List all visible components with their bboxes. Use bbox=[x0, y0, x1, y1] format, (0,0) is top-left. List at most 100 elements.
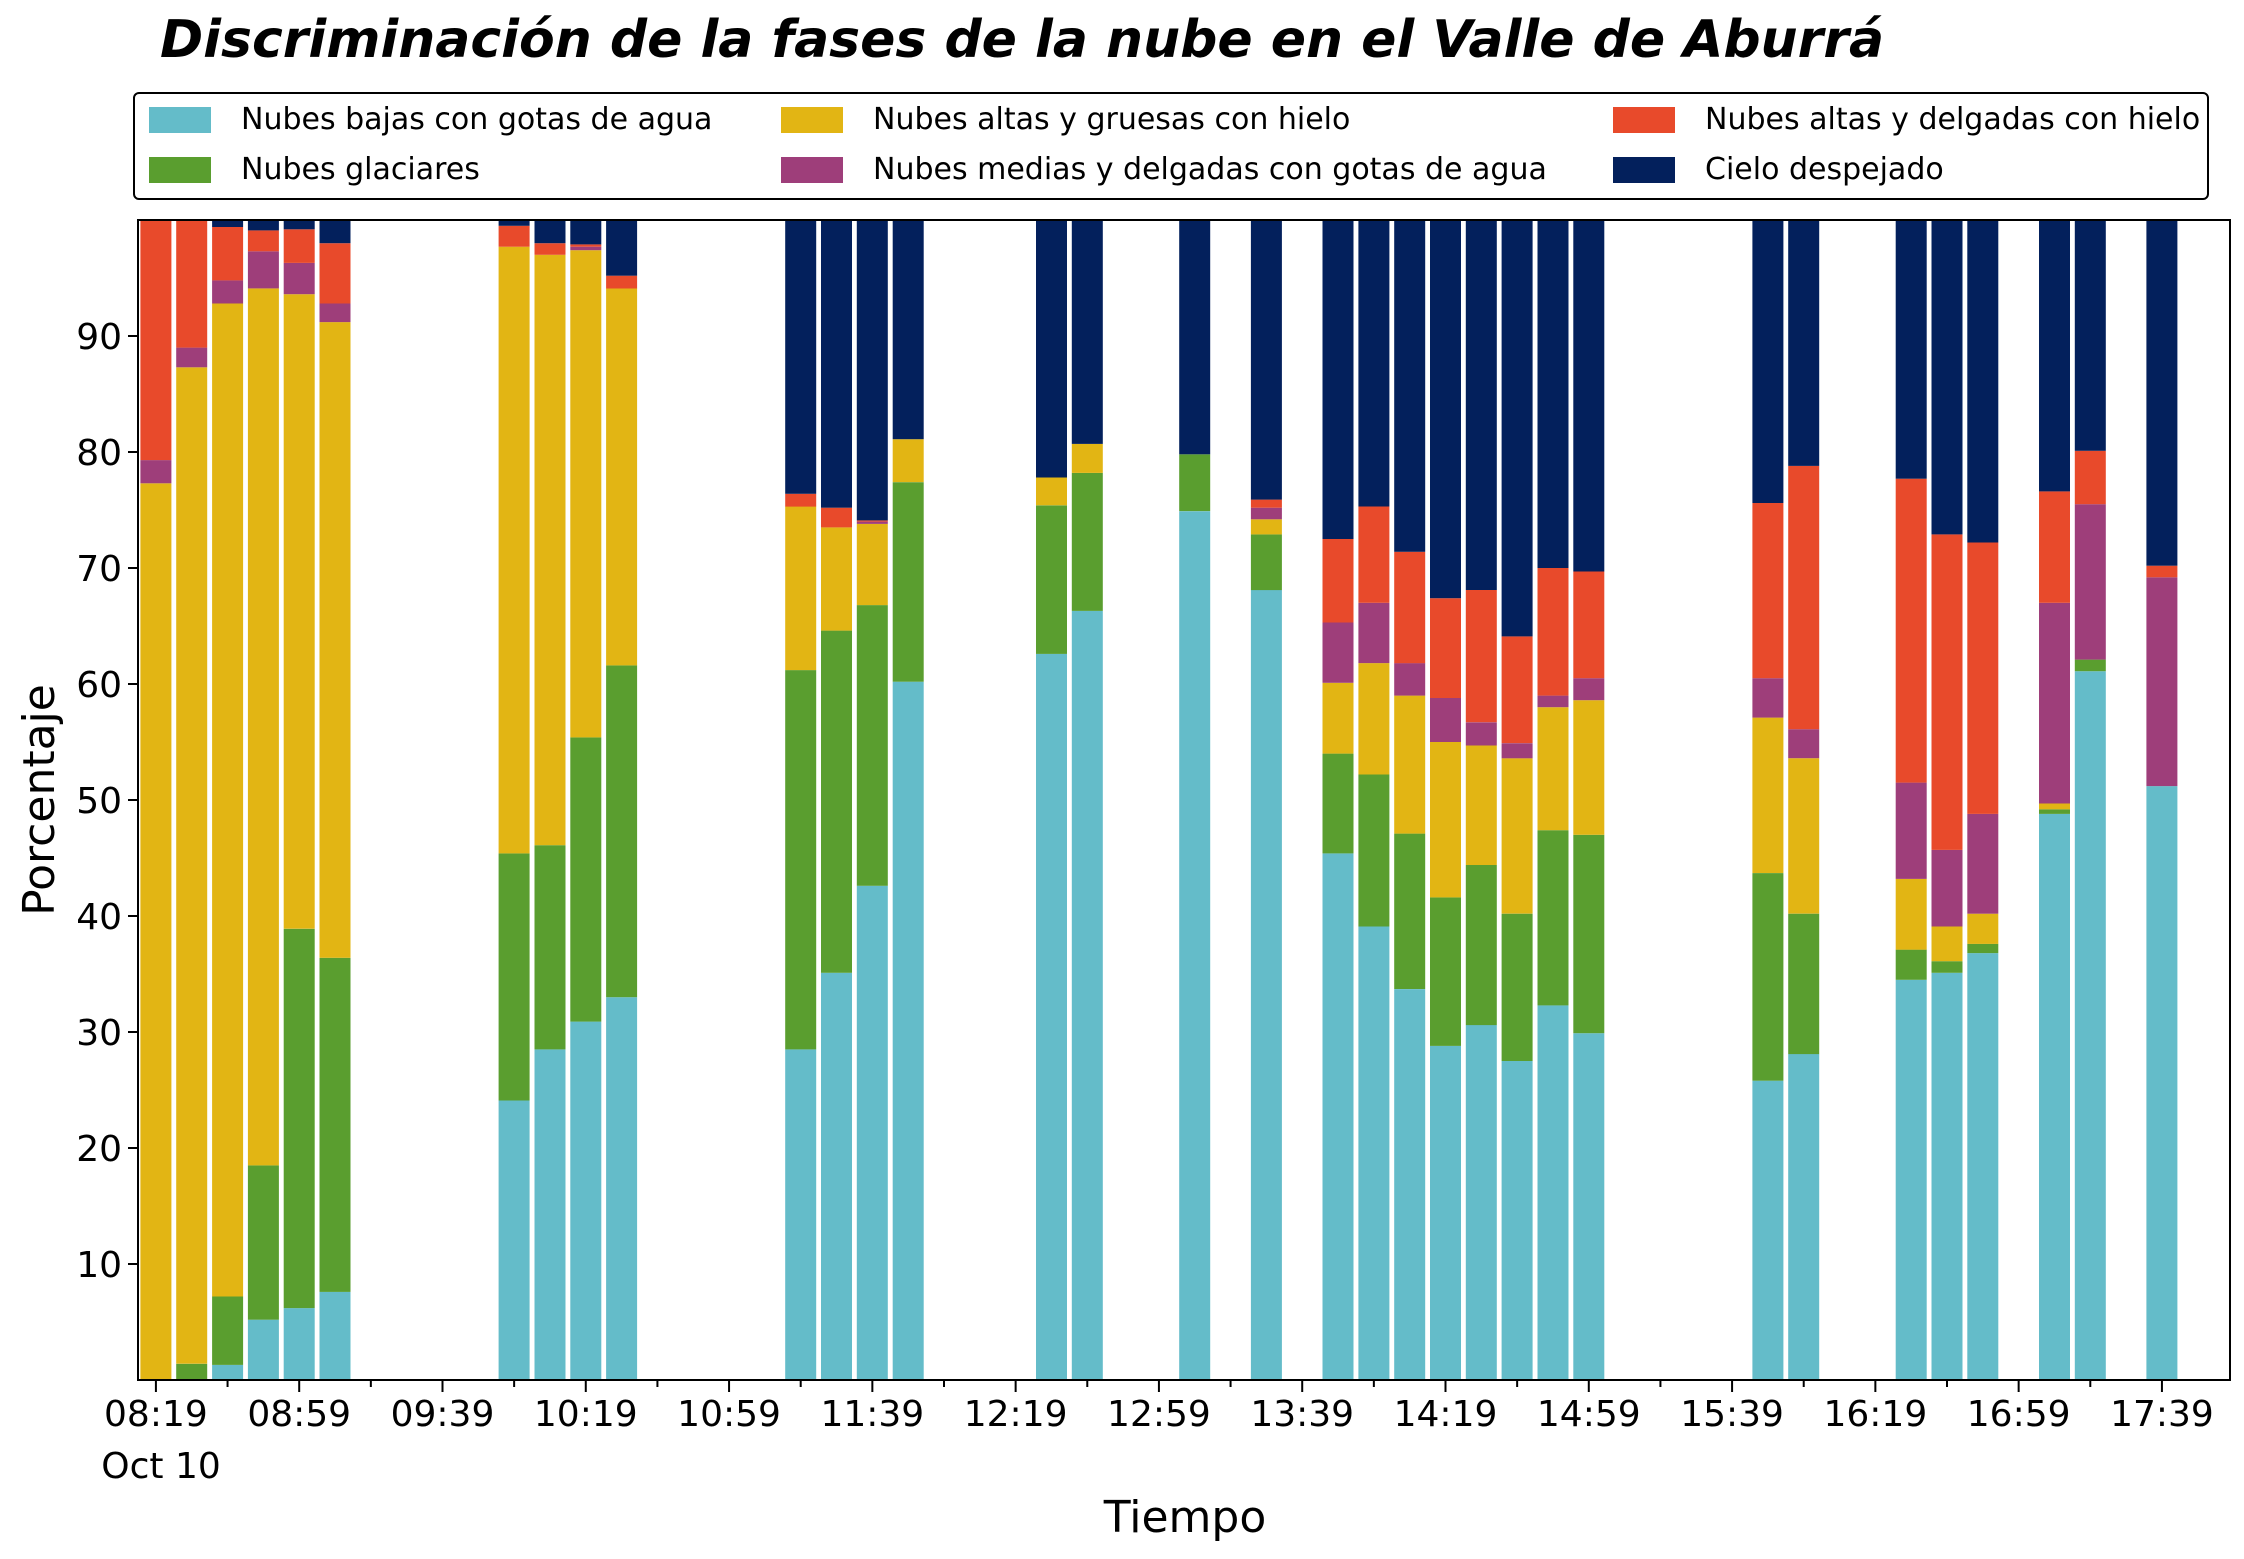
bar-segment bbox=[212, 227, 244, 281]
bar-segment bbox=[283, 294, 315, 929]
legend-item-nubes-altas-gruesas: Nubes altas y gruesas con hielo bbox=[781, 102, 1350, 137]
bar-segment bbox=[1036, 505, 1067, 654]
bar-segment bbox=[785, 493, 817, 507]
x-tick-label: 09:39 bbox=[391, 1394, 495, 1435]
x-tick-label: 12:59 bbox=[1107, 1394, 1211, 1435]
bar-segment bbox=[1573, 678, 1605, 701]
legend-swatch bbox=[781, 156, 843, 183]
bar-segment bbox=[1036, 653, 1067, 1380]
bar-segment bbox=[2146, 565, 2178, 578]
bar-segment bbox=[785, 506, 817, 671]
bar-segment bbox=[1931, 220, 1963, 535]
bar-segment bbox=[176, 367, 208, 1364]
bar-segment bbox=[1036, 220, 1067, 478]
bar-segment bbox=[1573, 834, 1605, 1034]
bar-segment bbox=[1465, 865, 1497, 1026]
bar-segment bbox=[1430, 598, 1461, 698]
bar-segment bbox=[2146, 220, 2178, 566]
bar-segment bbox=[606, 665, 638, 998]
bar-segment bbox=[2074, 450, 2106, 505]
bar-segment bbox=[1931, 926, 1963, 962]
y-axis: 10 20 30 40 50 60 70 80 90 bbox=[76, 317, 138, 1286]
bar-segment bbox=[1071, 610, 1103, 1380]
bar-segment bbox=[570, 737, 602, 1022]
legend-item-nubes-glaciares: Nubes glaciares bbox=[149, 152, 480, 187]
bar-segment bbox=[498, 220, 530, 226]
bar-segment bbox=[1430, 220, 1461, 599]
bar-segment bbox=[2146, 786, 2178, 1380]
bar-segment bbox=[1967, 542, 1999, 814]
legend-swatch bbox=[149, 156, 211, 183]
bar-segment bbox=[534, 1049, 566, 1380]
y-axis-label: Porcentaje bbox=[14, 684, 65, 916]
bar-segment bbox=[1465, 220, 1497, 590]
bars-group bbox=[140, 220, 2178, 1380]
x-date-label: Oct 10 bbox=[101, 1446, 221, 1487]
bar-segment bbox=[319, 1291, 351, 1380]
bar-segment bbox=[176, 220, 208, 348]
bar-segment bbox=[1430, 742, 1461, 898]
x-axis: 08:19 08:59 09:39 10:19 10:59 11:39 12:19 12:59… bbox=[104, 1380, 2214, 1435]
bar-segment bbox=[1967, 943, 1999, 954]
bar-segment bbox=[1537, 830, 1569, 1006]
y-tick-label: 80 bbox=[76, 433, 122, 474]
bar-segment bbox=[2039, 602, 2070, 804]
x-tick-label: 14:59 bbox=[1537, 1394, 1641, 1435]
bar-segment bbox=[892, 220, 924, 440]
x-tick-label: 12:19 bbox=[964, 1394, 1068, 1435]
bar-segment bbox=[1788, 220, 1820, 466]
legend-label: Nubes altas y gruesas con hielo bbox=[873, 102, 1351, 137]
bar-segment bbox=[1573, 571, 1605, 679]
bar-segment bbox=[1967, 220, 1999, 543]
bar-segment bbox=[1752, 678, 1784, 718]
bar-segment bbox=[856, 220, 888, 521]
legend-label: Cielo despejado bbox=[1705, 152, 1944, 187]
bar-segment bbox=[1358, 663, 1390, 775]
bar-segment bbox=[2039, 809, 2070, 814]
bar-segment bbox=[319, 322, 351, 958]
bar-segment bbox=[1250, 499, 1282, 508]
bar-segment bbox=[1322, 853, 1354, 1380]
bar-segment bbox=[570, 250, 602, 738]
bar-segment bbox=[319, 243, 351, 304]
bar-segment bbox=[1465, 1025, 1497, 1380]
bar-segment bbox=[1931, 961, 1963, 973]
bar-segment bbox=[1250, 590, 1282, 1380]
bar-segment bbox=[1071, 472, 1103, 611]
bar-segment bbox=[176, 347, 208, 368]
x-tick-label: 10:19 bbox=[534, 1394, 638, 1435]
x-tick-label: 16:19 bbox=[1823, 1394, 1927, 1435]
bar-segment bbox=[1322, 682, 1354, 754]
bar-segment bbox=[785, 1049, 817, 1380]
bar-segment bbox=[1501, 758, 1533, 914]
x-tick-label: 17:39 bbox=[2110, 1394, 2214, 1435]
x-tick-label: 10:59 bbox=[677, 1394, 781, 1435]
bar-segment bbox=[212, 1296, 244, 1365]
x-tick-label: 16:59 bbox=[1967, 1394, 2071, 1435]
bar-segment bbox=[212, 280, 244, 304]
bar-segment bbox=[785, 670, 817, 1050]
bar-segment bbox=[1931, 849, 1963, 927]
y-tick-label: 90 bbox=[76, 317, 122, 358]
bar-segment bbox=[2074, 220, 2106, 451]
bar-segment bbox=[570, 246, 602, 251]
bar-segment bbox=[1501, 1061, 1533, 1380]
bar-segment bbox=[1752, 717, 1784, 873]
bar-segment bbox=[1179, 220, 1211, 455]
bar-segment bbox=[1895, 220, 1927, 479]
bar-segment bbox=[1430, 897, 1461, 1046]
bar-segment bbox=[856, 885, 888, 1380]
bar-segment bbox=[1501, 636, 1533, 744]
bar-segment bbox=[140, 483, 172, 1380]
bar-segment bbox=[821, 527, 852, 631]
bar-segment bbox=[1394, 833, 1426, 989]
bar-segment bbox=[570, 244, 602, 247]
bar-segment bbox=[283, 220, 315, 230]
bar-segment bbox=[1322, 220, 1354, 539]
bar-segment bbox=[247, 230, 279, 252]
bar-segment bbox=[1752, 1080, 1784, 1380]
legend-label: Nubes medias y delgadas con gotas de agu… bbox=[873, 152, 1547, 187]
bar-segment bbox=[1537, 568, 1569, 696]
bar-segment bbox=[1071, 443, 1103, 473]
